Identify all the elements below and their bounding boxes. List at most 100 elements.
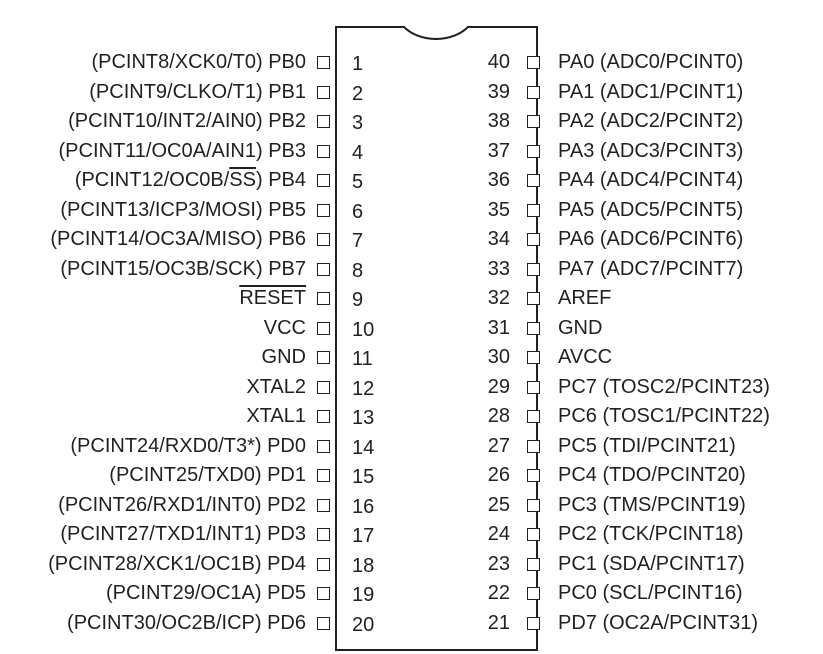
left-pin-label: XTAL1	[0, 401, 306, 431]
pin-alt-function: (PCINT13/ICP3/MOSI)	[60, 198, 269, 221]
pin-pad	[317, 557, 330, 571]
pin-number: 22	[487, 582, 510, 604]
right-pin-label: PA7 (ADC7/PCINT7)	[558, 254, 823, 284]
pin-number: 24	[487, 523, 510, 545]
pin-alt-function: (PCINT12/OC0B/	[74, 169, 230, 191]
pin-number: 11	[352, 348, 373, 370]
pin-name: PC5	[558, 434, 597, 457]
pin-number: 28	[487, 405, 510, 427]
pin-number: 26	[487, 464, 510, 486]
pin-alt-function: (PCINT30/OC2B/ICP)	[67, 611, 268, 634]
left-pin-label: (PCINT15/OC3B/SCK) PB7	[0, 254, 306, 284]
pin-pad	[527, 321, 540, 335]
pin-alt-function: (PCINT9/CLKO/T1)	[89, 80, 269, 103]
pin-name: PC1	[558, 552, 597, 575]
right-pin-label: AREF	[558, 283, 823, 313]
pin-pad	[317, 292, 330, 305]
pin-pad	[317, 262, 330, 276]
right-pin-label: PA4 (ADC4/PCINT4)	[558, 165, 823, 195]
pin-pad	[527, 262, 540, 276]
right-pin-label: PC6 (TOSC1/PCINT22)	[558, 401, 823, 431]
pin-name: PB2	[268, 110, 306, 132]
pin-pad	[527, 557, 540, 571]
right-pin-label: PA1 (ADC1/PCINT1)	[558, 77, 823, 107]
pin-alt-function: (SDA/PCINT17)	[596, 552, 745, 575]
pin-pad	[527, 469, 540, 482]
pin-number: 3	[352, 112, 364, 134]
pin-name: PA6	[558, 228, 595, 250]
pin-number: 8	[352, 259, 364, 282]
pin-pad	[317, 85, 330, 99]
pin-pad	[317, 321, 330, 335]
pin-number: 27	[487, 434, 510, 457]
right-pin-label: PA0 (ADC0/PCINT0)	[558, 47, 823, 77]
pin-name: PA5	[558, 198, 595, 221]
pin-alt-function: (PCINT28/XCK1/OC1B)	[48, 552, 268, 575]
pin-alt-function: (ADC4/PCINT4)	[594, 169, 744, 191]
pin-alt-function: (ADC6/PCINT6)	[594, 228, 744, 250]
pin-number: 29	[487, 375, 510, 398]
pin-pad	[527, 380, 540, 394]
pin-number: 25	[487, 493, 510, 516]
pin-number: 7	[352, 230, 364, 252]
pin-name: PD7	[558, 611, 597, 634]
pin-alt-function: (PCINT24/RXD0/T3*)	[70, 434, 268, 457]
pin-alt-function: (PCINT11/OC0A/AIN1)	[58, 139, 269, 162]
right-pin-label: PC7 (TOSC2/PCINT23)	[558, 372, 823, 402]
pin-name: PA3	[558, 139, 595, 162]
pin-pad	[317, 498, 330, 512]
right-pin-label: PA2 (ADC2/PCINT2)	[558, 106, 823, 136]
right-pin-label: GND	[558, 313, 823, 343]
pin-alt-function: (PCINT10/INT2/AIN0)	[68, 110, 269, 132]
pin-name: PC7	[558, 375, 597, 398]
pin-name: PD3	[267, 523, 306, 545]
right-pin-label: PA3 (ADC3/PCINT3)	[558, 136, 823, 166]
left-pin-label: (PCINT24/RXD0/T3*) PD0	[0, 431, 306, 461]
pin-pad	[527, 85, 540, 99]
pin-alt-function: (ADC2/PCINT2)	[594, 110, 744, 132]
pin-number: 31	[487, 316, 510, 339]
pin-pad	[317, 174, 330, 187]
left-pin-label: (PCINT30/OC2B/ICP) PD6	[0, 608, 306, 638]
pin-pad	[317, 528, 330, 541]
pin-alt-function: (TCK/PCINT18)	[596, 523, 744, 545]
pin-name: PC2	[558, 523, 597, 545]
pin-name: PB0	[268, 51, 306, 73]
pin-number: 34	[487, 228, 510, 250]
pin-pad	[527, 174, 540, 187]
pin-number: 14	[352, 436, 375, 459]
pin-name: PD4	[267, 552, 306, 575]
pin-pad	[527, 351, 540, 364]
pin-alt-function: (SCL/PCINT16)	[596, 582, 743, 604]
pin-name: AVCC	[558, 346, 613, 368]
pin-alt-function: (ADC7/PCINT7)	[594, 257, 744, 280]
pin-pad	[317, 616, 330, 630]
pin-number: 1	[352, 53, 364, 75]
pin-pad	[527, 498, 540, 512]
left-pin-label: (PCINT14/OC3A/MISO) PB6	[0, 224, 306, 254]
pin-number: 9	[352, 289, 364, 311]
right-pin-label: PC1 (SDA/PCINT17)	[558, 549, 823, 579]
left-pin-label: (PCINT10/INT2/AIN0) PB2	[0, 106, 306, 136]
left-pin-label: (PCINT8/XCK0/T0) PB0	[0, 47, 306, 77]
pin-name-active-low: RESET	[239, 287, 306, 309]
right-pin-label: PD7 (OC2A/PCINT31)	[558, 608, 823, 638]
pin-name: PD6	[267, 611, 306, 634]
left-pin-label: (PCINT29/OC1A) PD5	[0, 578, 306, 608]
pin-alt-function: (PCINT14/OC3A/MISO)	[50, 228, 269, 250]
pin-pad	[317, 439, 330, 453]
pin-alt-function: (ADC1/PCINT1)	[594, 80, 744, 103]
pin-pad	[317, 203, 330, 217]
pin-name: PD5	[267, 582, 306, 604]
pin-name: PA7	[558, 257, 595, 280]
right-pin-label: PC3 (TMS/PCINT19)	[558, 490, 823, 520]
pin-number: 39	[487, 80, 510, 103]
left-pin-label: VCC	[0, 313, 306, 343]
right-pin-label: PA6 (ADC6/PCINT6)	[558, 224, 823, 254]
right-pin-label: PC5 (TDI/PCINT21)	[558, 431, 823, 461]
pin-name: XTAL1	[246, 405, 306, 427]
pin-pad	[527, 292, 540, 305]
pin-name: PB5	[268, 198, 306, 221]
pin-pad	[527, 439, 540, 453]
